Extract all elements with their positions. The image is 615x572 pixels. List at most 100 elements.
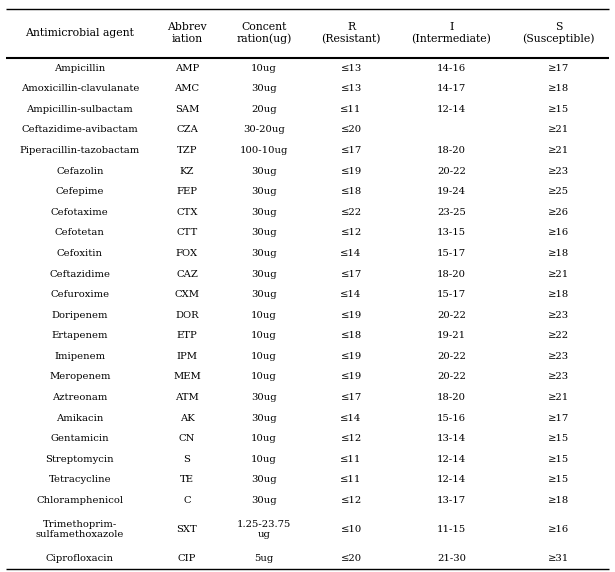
Text: 19-21: 19-21 bbox=[437, 331, 466, 340]
Text: ≥22: ≥22 bbox=[548, 331, 569, 340]
Text: 30ug: 30ug bbox=[251, 187, 277, 196]
Text: IPM: IPM bbox=[177, 352, 197, 361]
Text: ≤18: ≤18 bbox=[341, 331, 362, 340]
Text: ≥15: ≥15 bbox=[548, 455, 569, 464]
Text: 21-30: 21-30 bbox=[437, 554, 466, 563]
Text: CN: CN bbox=[179, 434, 195, 443]
Text: 18-20: 18-20 bbox=[437, 393, 466, 402]
Text: ATM: ATM bbox=[175, 393, 199, 402]
Text: 13-15: 13-15 bbox=[437, 228, 466, 237]
Text: Ampicillin-sulbactam: Ampicillin-sulbactam bbox=[26, 105, 133, 114]
Text: SAM: SAM bbox=[175, 105, 199, 114]
Text: ≤11: ≤11 bbox=[340, 455, 362, 464]
Text: S: S bbox=[183, 455, 191, 464]
Text: ≥23: ≥23 bbox=[548, 372, 569, 382]
Text: Cefepime: Cefepime bbox=[55, 187, 104, 196]
Text: Antimicrobial agent: Antimicrobial agent bbox=[25, 28, 134, 38]
Text: AMP: AMP bbox=[175, 63, 199, 73]
Text: CXM: CXM bbox=[175, 290, 199, 299]
Text: 18-20: 18-20 bbox=[437, 146, 466, 155]
Text: Cefotaxime: Cefotaxime bbox=[51, 208, 109, 217]
Text: Cefazolin: Cefazolin bbox=[56, 166, 103, 176]
Text: Amoxicillin-clavulanate: Amoxicillin-clavulanate bbox=[21, 84, 139, 93]
Text: 10ug: 10ug bbox=[251, 331, 277, 340]
Text: ≥21: ≥21 bbox=[548, 393, 569, 402]
Text: 12-14: 12-14 bbox=[437, 105, 466, 114]
Text: 30ug: 30ug bbox=[251, 496, 277, 505]
Text: 20-22: 20-22 bbox=[437, 311, 466, 320]
Text: S
(Susceptible): S (Susceptible) bbox=[522, 22, 595, 45]
Text: SXT: SXT bbox=[177, 525, 197, 534]
Text: CTX: CTX bbox=[177, 208, 197, 217]
Text: 1.25-23.75
ug: 1.25-23.75 ug bbox=[237, 520, 291, 539]
Text: ≥18: ≥18 bbox=[548, 290, 569, 299]
Text: ≥26: ≥26 bbox=[548, 208, 569, 217]
Text: 20-22: 20-22 bbox=[437, 372, 466, 382]
Text: 20-22: 20-22 bbox=[437, 352, 466, 361]
Text: ≤14: ≤14 bbox=[340, 249, 362, 258]
Text: DOR: DOR bbox=[175, 311, 199, 320]
Text: ≤14: ≤14 bbox=[340, 414, 362, 423]
Text: ≤12: ≤12 bbox=[341, 228, 362, 237]
Text: 100-10ug: 100-10ug bbox=[240, 146, 288, 155]
Text: ≤13: ≤13 bbox=[341, 63, 362, 73]
Text: Piperacillin-tazobactam: Piperacillin-tazobactam bbox=[20, 146, 140, 155]
Text: Ceftazidime: Ceftazidime bbox=[49, 269, 110, 279]
Text: ≥23: ≥23 bbox=[548, 352, 569, 361]
Text: ≤22: ≤22 bbox=[341, 208, 362, 217]
Text: 13-17: 13-17 bbox=[437, 496, 466, 505]
Text: 10ug: 10ug bbox=[251, 434, 277, 443]
Text: Cefuroxime: Cefuroxime bbox=[50, 290, 109, 299]
Text: 5ug: 5ug bbox=[255, 554, 274, 563]
Text: 18-20: 18-20 bbox=[437, 269, 466, 279]
Text: 19-24: 19-24 bbox=[437, 187, 466, 196]
Text: 14-17: 14-17 bbox=[437, 84, 466, 93]
Text: Abbrev
iation: Abbrev iation bbox=[167, 22, 207, 44]
Text: ≥17: ≥17 bbox=[548, 414, 569, 423]
Text: ≥23: ≥23 bbox=[548, 311, 569, 320]
Text: Streptomycin: Streptomycin bbox=[46, 455, 114, 464]
Text: ≥16: ≥16 bbox=[548, 525, 569, 534]
Text: Tetracycline: Tetracycline bbox=[49, 475, 111, 484]
Text: ≤13: ≤13 bbox=[341, 84, 362, 93]
Text: ≤19: ≤19 bbox=[341, 372, 362, 382]
Text: Cefoxitin: Cefoxitin bbox=[57, 249, 103, 258]
Text: 30ug: 30ug bbox=[251, 208, 277, 217]
Text: CAZ: CAZ bbox=[176, 269, 198, 279]
Text: Amikacin: Amikacin bbox=[56, 414, 103, 423]
Text: ≤19: ≤19 bbox=[341, 311, 362, 320]
Text: ≤20: ≤20 bbox=[341, 554, 362, 563]
Text: I
(Intermediate): I (Intermediate) bbox=[411, 22, 491, 44]
Text: 15-17: 15-17 bbox=[437, 249, 466, 258]
Text: ≥18: ≥18 bbox=[548, 496, 569, 505]
Text: 30ug: 30ug bbox=[251, 228, 277, 237]
Text: 10ug: 10ug bbox=[251, 63, 277, 73]
Text: Aztreonam: Aztreonam bbox=[52, 393, 108, 402]
Text: ≤17: ≤17 bbox=[341, 393, 362, 402]
Text: Imipenem: Imipenem bbox=[54, 352, 105, 361]
Text: 30ug: 30ug bbox=[251, 393, 277, 402]
Text: ≥21: ≥21 bbox=[548, 146, 569, 155]
Text: C: C bbox=[183, 496, 191, 505]
Text: Meropenem: Meropenem bbox=[49, 372, 111, 382]
Text: CZA: CZA bbox=[176, 125, 198, 134]
Text: 30ug: 30ug bbox=[251, 475, 277, 484]
Text: Gentamicin: Gentamicin bbox=[50, 434, 109, 443]
Text: ≥18: ≥18 bbox=[548, 249, 569, 258]
Text: 30ug: 30ug bbox=[251, 249, 277, 258]
Text: ≤19: ≤19 bbox=[341, 166, 362, 176]
Text: Trimethoprim-
sulfamethoxazole: Trimethoprim- sulfamethoxazole bbox=[36, 520, 124, 539]
Text: FEP: FEP bbox=[177, 187, 197, 196]
Text: ≤11: ≤11 bbox=[340, 475, 362, 484]
Text: ≥17: ≥17 bbox=[548, 63, 569, 73]
Text: Ciprofloxacin: Ciprofloxacin bbox=[46, 554, 114, 563]
Text: ≤11: ≤11 bbox=[340, 105, 362, 114]
Text: TZP: TZP bbox=[177, 146, 197, 155]
Text: Concent
ration(ug): Concent ration(ug) bbox=[236, 22, 292, 45]
Text: Ampicillin: Ampicillin bbox=[54, 63, 105, 73]
Text: ≥23: ≥23 bbox=[548, 166, 569, 176]
Text: 10ug: 10ug bbox=[251, 311, 277, 320]
Text: ≤20: ≤20 bbox=[341, 125, 362, 134]
Text: ≥15: ≥15 bbox=[548, 434, 569, 443]
Text: 23-25: 23-25 bbox=[437, 208, 466, 217]
